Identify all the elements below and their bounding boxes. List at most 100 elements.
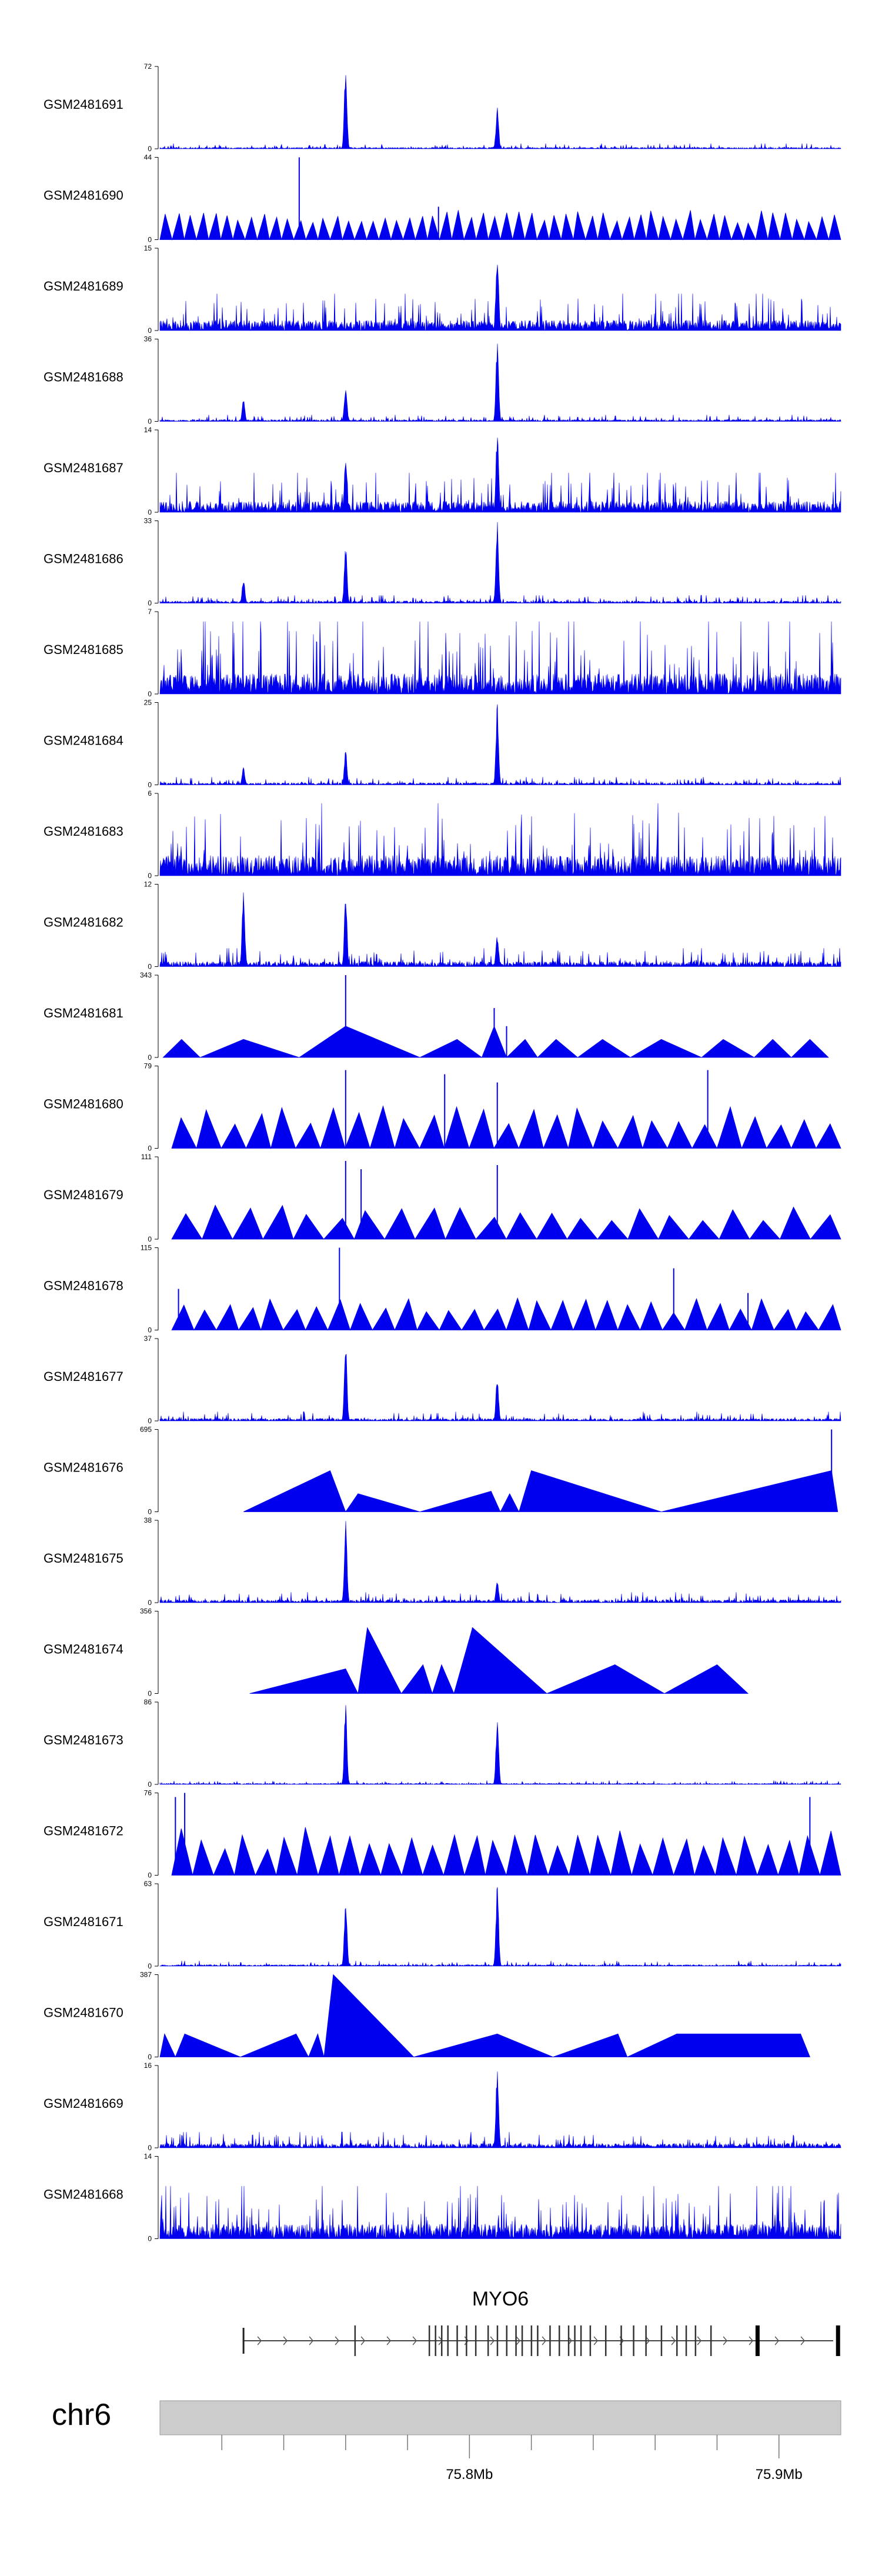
track-label: GSM2481686	[44, 552, 123, 566]
y-zero-label: 0	[148, 1417, 152, 1425]
exon-block	[435, 2325, 436, 2356]
y-max-label: 6	[148, 789, 152, 798]
coverage-area	[171, 1105, 841, 1150]
track-GSM2481677: GSM2481677 37 0	[44, 1334, 841, 1425]
y-max-label: 44	[144, 154, 152, 162]
strand-arrow	[335, 2336, 340, 2345]
axis-tick-label: 75.9Mb	[756, 2467, 803, 2482]
track-GSM2481691: GSM2481691 72 0	[44, 62, 841, 153]
y-max-label: 36	[144, 335, 152, 343]
coverage-area	[171, 1297, 841, 1331]
exon-block	[645, 2325, 647, 2356]
track-label: GSM2481683	[44, 824, 123, 839]
exon-block	[676, 2325, 678, 2356]
coverage-area	[159, 1705, 841, 1786]
exon-block	[354, 2325, 356, 2356]
track-GSM2481675: GSM2481675 38 0	[44, 1516, 841, 1607]
coverage-area	[159, 1887, 841, 1967]
track-label: GSM2481678	[44, 1279, 123, 1293]
coverage-area	[171, 1204, 841, 1240]
axis-tick-label: 75.8Mb	[446, 2467, 493, 2482]
y-zero-label: 0	[148, 1780, 152, 1788]
y-max-label: 79	[144, 1062, 152, 1070]
y-max-label: 25	[144, 699, 152, 707]
track-label: GSM2481691	[44, 97, 123, 112]
track-label: GSM2481674	[44, 1642, 123, 1657]
track-label: GSM2481668	[44, 2187, 123, 2202]
coverage-area	[159, 892, 841, 967]
exon-block	[633, 2325, 634, 2356]
y-zero-label: 0	[148, 872, 152, 880]
y-zero-label: 0	[148, 781, 152, 789]
strand-arrow	[490, 2336, 495, 2345]
track-label: GSM2481682	[44, 915, 123, 930]
track-label: GSM2481680	[44, 1097, 123, 1112]
exon-block	[660, 2325, 663, 2356]
y-max-label: 72	[144, 62, 152, 71]
strand-arrow	[593, 2336, 599, 2345]
exon-block	[580, 2325, 582, 2356]
exon-block	[487, 2325, 489, 2356]
track-label: GSM2481684	[44, 733, 123, 748]
track-label: GSM2481675	[44, 1551, 123, 1566]
y-zero-label: 0	[148, 2053, 152, 2061]
exon-block	[440, 2325, 443, 2356]
y-max-label: 38	[144, 1516, 152, 1524]
strand-arrow	[800, 2336, 806, 2345]
exon-block	[836, 2325, 840, 2356]
y-max-label: 16	[144, 2061, 152, 2070]
y-zero-label: 0	[148, 2235, 152, 2243]
track-label: GSM2481677	[44, 1369, 123, 1384]
strand-arrow	[360, 2336, 366, 2345]
exon-block	[574, 2325, 576, 2356]
strand-arrow	[774, 2336, 780, 2345]
coverage-area	[159, 522, 841, 604]
coverage-area	[159, 210, 841, 241]
exon-block	[537, 2325, 539, 2356]
coverage-area	[159, 1521, 841, 1604]
exon-block	[456, 2325, 458, 2356]
y-zero-label: 0	[148, 599, 152, 608]
y-zero-label: 0	[148, 963, 152, 971]
y-zero-label: 0	[148, 1599, 152, 1607]
coverage-area	[159, 803, 841, 876]
y-max-label: 7	[148, 608, 152, 616]
track-GSM2481689: GSM2481689 15 0	[44, 244, 841, 335]
coverage-area	[243, 1470, 838, 1513]
strand-arrow	[257, 2336, 262, 2345]
y-max-label: 63	[144, 1880, 152, 1888]
y-zero-label: 0	[148, 2144, 152, 2152]
y-zero-label: 0	[148, 690, 152, 698]
exon-block	[475, 2325, 477, 2356]
y-max-label: 343	[140, 971, 152, 979]
track-GSM2481681: GSM2481681 343 0	[44, 971, 829, 1062]
coverage-area	[159, 1354, 841, 1422]
track-GSM2481682: GSM2481682 12 0	[44, 880, 841, 971]
y-zero-label: 0	[148, 236, 152, 244]
chromosome-label: chr6	[52, 2398, 111, 2432]
exon-block	[694, 2325, 697, 2356]
coverage-area	[159, 343, 841, 422]
track-GSM2481674: GSM2481674 356 0	[44, 1607, 749, 1698]
track-label: GSM2481672	[44, 1824, 123, 1838]
track-GSM2481671: GSM2481671 63 0	[44, 1880, 841, 1970]
strand-arrow	[645, 2336, 650, 2345]
track-label: GSM2481688	[44, 370, 123, 385]
y-max-label: 86	[144, 1698, 152, 1706]
exon-block	[559, 2325, 560, 2356]
strand-arrow	[723, 2336, 728, 2345]
coverage-area	[162, 1025, 829, 1058]
strand-arrow	[516, 2336, 521, 2345]
coverage-area	[249, 1627, 749, 1694]
strand-arrow	[412, 2336, 417, 2345]
exon-block	[496, 2325, 499, 2356]
coverage-area	[159, 704, 841, 786]
y-zero-label: 0	[148, 326, 152, 335]
y-zero-label: 0	[148, 1144, 152, 1153]
track-label: GSM2481673	[44, 1733, 123, 1747]
strand-arrow	[283, 2336, 288, 2345]
track-label: GSM2481685	[44, 642, 123, 657]
y-max-label: 15	[144, 244, 152, 252]
exon-block	[530, 2325, 533, 2356]
exon-block	[515, 2325, 517, 2356]
